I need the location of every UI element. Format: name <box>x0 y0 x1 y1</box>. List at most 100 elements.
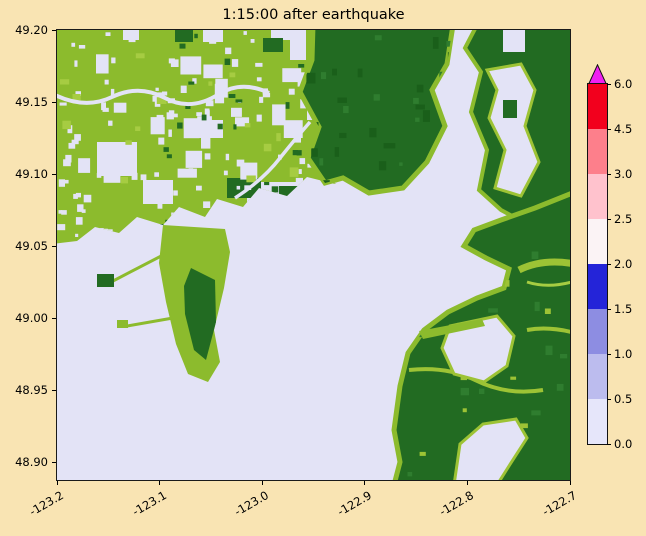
colorbar-tick-mark <box>607 308 611 310</box>
harbor-spit <box>419 319 485 339</box>
terrain-speckle <box>250 39 255 43</box>
terrain-speckle <box>369 127 377 138</box>
terrain-speckle <box>204 153 211 160</box>
terrain-speckle <box>135 53 145 59</box>
terrain-speckle <box>180 85 187 93</box>
terrain-speckle <box>203 201 211 208</box>
terrain-speckle <box>173 190 178 196</box>
terrain-speckle <box>196 185 202 191</box>
terrain-speckle <box>299 158 306 165</box>
terrain-speckle <box>311 148 318 157</box>
colorbar-outline <box>587 83 608 445</box>
terrain-speckle <box>108 120 113 126</box>
terrain-speckle <box>155 87 159 91</box>
x-tick-mark <box>466 481 468 485</box>
colorbar-tick-label: 0.5 <box>614 392 633 406</box>
terrain-speckle <box>479 388 485 394</box>
terrain-speckle <box>373 94 380 101</box>
colorbar-tick-label: 1.5 <box>614 302 633 316</box>
y-tick-label: 48.95 <box>15 383 48 397</box>
colorbar-tick-label: 6.0 <box>614 77 633 91</box>
terrain-speckle <box>224 58 231 65</box>
map-svg <box>57 30 570 480</box>
colorbar-segment <box>588 354 607 399</box>
ferry-terminal <box>117 320 128 328</box>
terrain-speckle <box>106 158 129 171</box>
terrain-speckle <box>188 81 195 85</box>
terrain-speckle <box>217 123 223 130</box>
terrain-speckle <box>488 308 498 313</box>
colorbar-tick-mark <box>607 173 611 175</box>
terrain-speckle <box>339 132 347 139</box>
terrain-speckle <box>288 88 295 95</box>
chart-title: 1:15:00 after earthquake <box>222 7 405 23</box>
terrain-speckle <box>58 210 63 214</box>
colorbar-tick-label: 2.5 <box>614 212 633 226</box>
terrain-speckle <box>276 133 281 142</box>
terrain-speckle <box>150 117 165 135</box>
terrain-speckle <box>422 110 430 122</box>
terrain-speckle <box>298 64 305 68</box>
terrain-speckle <box>293 33 301 37</box>
river-valley <box>517 258 570 274</box>
terrain-speckle <box>255 62 263 67</box>
y-tick-mark <box>52 389 56 391</box>
port-causeway <box>112 252 166 283</box>
terrain-speckle <box>560 354 568 359</box>
terrain-speckle <box>531 251 539 259</box>
colorbar-tick-label: 0.0 <box>614 437 633 451</box>
terrain-speckle <box>61 210 67 215</box>
x-tick-mark <box>261 481 263 485</box>
terrain-speckle <box>171 113 178 118</box>
terrain-speckle <box>75 217 83 225</box>
terrain-speckle <box>243 31 247 35</box>
colorbar-tick-mark <box>607 218 611 220</box>
terrain-speckle <box>282 68 302 83</box>
x-tick-label: -122.7 <box>539 488 579 519</box>
terrain-speckle <box>111 57 116 64</box>
terrain-speckle <box>259 96 264 103</box>
terrain-speckle <box>140 174 147 181</box>
terrain-speckle <box>125 140 132 145</box>
terrain-speckle <box>101 102 106 111</box>
terrain-speckle <box>556 383 564 391</box>
terrain-speckle <box>510 376 517 380</box>
colorbar-tick-label: 1.0 <box>614 347 633 361</box>
terrain-speckle <box>357 68 363 78</box>
colorbar-segment <box>588 264 607 309</box>
terrain-speckle <box>374 35 382 41</box>
flood-patch <box>203 30 223 42</box>
colorbar-tick-mark <box>607 353 611 355</box>
x-tick-mark <box>159 481 161 485</box>
terrain-speckle <box>180 56 202 75</box>
terrain-speckle <box>272 104 286 126</box>
terrain-speckle <box>285 102 290 109</box>
terrain-speckle <box>177 122 183 129</box>
terrain-speckle <box>192 78 197 84</box>
terrain-speckle <box>263 143 272 152</box>
terrain-speckle <box>59 79 70 85</box>
terrain-speckle <box>240 162 258 180</box>
y-tick-mark <box>52 317 56 319</box>
terrain-speckle <box>63 179 69 184</box>
y-tick-label: 49.05 <box>15 239 48 253</box>
terrain-speckle <box>383 143 396 149</box>
colorbar-tick-mark <box>607 83 611 85</box>
x-tick-label: -123.2 <box>26 488 66 519</box>
terrain-speckle <box>228 94 236 98</box>
terrain-speckle <box>229 72 236 78</box>
terrain-speckle <box>72 94 81 104</box>
terrain-speckle <box>415 104 425 110</box>
terrain-speckle <box>544 308 551 314</box>
terrain-speckle <box>74 134 81 141</box>
terrain-speckle <box>185 103 191 109</box>
terrain-speckle <box>256 114 262 122</box>
water-notch <box>503 30 525 52</box>
terrain-speckle <box>233 124 237 130</box>
colorbar-tick-mark <box>607 128 611 130</box>
flood-patch <box>143 180 173 204</box>
pocket-island <box>503 100 517 118</box>
terrain-speckle <box>244 123 251 128</box>
x-tick-mark <box>364 481 366 485</box>
